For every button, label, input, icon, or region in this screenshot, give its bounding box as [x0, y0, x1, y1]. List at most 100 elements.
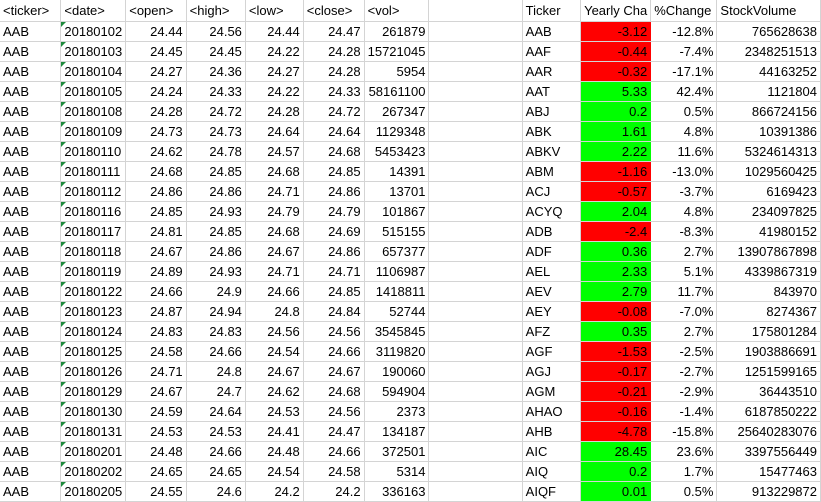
cell-high[interactable]: 24.85: [186, 221, 246, 242]
summary-cell-volume[interactable]: 1029560425: [716, 161, 821, 182]
cell-high[interactable]: 24.65: [186, 461, 246, 482]
cell-ticker[interactable]: AAB: [0, 161, 62, 182]
cell-close[interactable]: 24.66: [303, 341, 365, 362]
summary-cell-ticker[interactable]: AEL: [522, 261, 582, 282]
summary-cell-pct[interactable]: 1.7%: [650, 461, 718, 482]
summary-cell-volume[interactable]: 2348251513: [716, 41, 821, 62]
cell-vol[interactable]: 3119820: [364, 341, 430, 362]
summary-cell-volume[interactable]: 15477463: [716, 461, 821, 482]
summary-cell-volume[interactable]: 6169423: [716, 181, 821, 202]
cell-ticker[interactable]: AAB: [0, 381, 62, 402]
summary-cell-change[interactable]: 2.33: [580, 261, 652, 282]
cell-date[interactable]: 20180116: [60, 201, 127, 222]
cell-date[interactable]: 20180118: [60, 241, 127, 262]
cell-vol[interactable]: 1106987: [364, 261, 430, 282]
cell-low[interactable]: 24.71: [245, 261, 304, 282]
summary-header-change[interactable]: Yearly Cha: [580, 0, 652, 22]
cell-ticker[interactable]: AAB: [0, 41, 62, 62]
summary-cell-pct[interactable]: -1.4%: [650, 401, 718, 422]
summary-cell-volume[interactable]: 25640283076: [716, 421, 821, 442]
column-header-vol[interactable]: <vol>: [364, 0, 430, 22]
summary-cell-volume[interactable]: 175801284: [716, 321, 821, 342]
summary-cell-ticker[interactable]: AGJ: [522, 361, 582, 382]
cell-vol[interactable]: 372501: [364, 441, 430, 462]
cell-date[interactable]: 20180131: [60, 421, 127, 442]
cell-low[interactable]: 24.22: [245, 81, 304, 102]
summary-cell-ticker[interactable]: AIQF: [522, 481, 582, 502]
cell-open[interactable]: 24.66: [125, 281, 187, 302]
cell-close[interactable]: 24.64: [303, 121, 365, 142]
cell-high[interactable]: 24.86: [186, 181, 246, 202]
summary-cell-volume[interactable]: 866724156: [716, 101, 821, 122]
column-header-high[interactable]: <high>: [186, 0, 246, 22]
cell-vol[interactable]: 594904: [364, 381, 430, 402]
cell-high[interactable]: 24.93: [186, 201, 246, 222]
cell-ticker[interactable]: AAB: [0, 201, 62, 222]
summary-cell-volume[interactable]: 1903886691: [716, 341, 821, 362]
summary-cell-change[interactable]: -0.17: [580, 361, 652, 382]
summary-cell-pct[interactable]: 2.7%: [650, 321, 718, 342]
cell-open[interactable]: 24.67: [125, 241, 187, 262]
summary-cell-volume[interactable]: 5324614313: [716, 141, 821, 162]
empty-cell[interactable]: [428, 121, 523, 142]
cell-close[interactable]: 24.85: [303, 281, 365, 302]
summary-cell-volume[interactable]: 8274367: [716, 301, 821, 322]
empty-cell[interactable]: [428, 101, 523, 122]
cell-low[interactable]: 24.28: [245, 101, 304, 122]
summary-cell-volume[interactable]: 6187850222: [716, 401, 821, 422]
cell-vol[interactable]: 15721045: [364, 41, 430, 62]
cell-high[interactable]: 24.45: [186, 41, 246, 62]
cell-high[interactable]: 24.33: [186, 81, 246, 102]
empty-cell[interactable]: [428, 281, 523, 302]
summary-cell-pct[interactable]: -17.1%: [650, 61, 718, 82]
summary-cell-change[interactable]: 0.01: [580, 481, 652, 502]
cell-vol[interactable]: 261879: [364, 21, 430, 42]
cell-vol[interactable]: 1418811: [364, 281, 430, 302]
summary-cell-change[interactable]: 0.36: [580, 241, 652, 262]
cell-date[interactable]: 20180119: [60, 261, 127, 282]
cell-close[interactable]: 24.47: [303, 21, 365, 42]
empty-cell[interactable]: [428, 361, 523, 382]
summary-cell-ticker[interactable]: AAT: [522, 81, 582, 102]
summary-cell-pct[interactable]: -2.9%: [650, 381, 718, 402]
cell-vol[interactable]: 5453423: [364, 141, 430, 162]
summary-cell-volume[interactable]: 913229872: [716, 481, 821, 502]
cell-low[interactable]: 24.66: [245, 281, 304, 302]
summary-cell-volume[interactable]: 10391386: [716, 121, 821, 142]
summary-cell-ticker[interactable]: ACYQ: [522, 201, 582, 222]
cell-ticker[interactable]: AAB: [0, 281, 62, 302]
cell-close[interactable]: 24.66: [303, 441, 365, 462]
cell-open[interactable]: 24.59: [125, 401, 187, 422]
cell-high[interactable]: 24.66: [186, 441, 246, 462]
summary-cell-ticker[interactable]: ADF: [522, 241, 582, 262]
cell-ticker[interactable]: AAB: [0, 121, 62, 142]
empty-cell[interactable]: [428, 421, 523, 442]
cell-low[interactable]: 24.71: [245, 181, 304, 202]
summary-cell-change[interactable]: 28.45: [580, 441, 652, 462]
cell-high[interactable]: 24.93: [186, 261, 246, 282]
cell-open[interactable]: 24.28: [125, 101, 187, 122]
cell-open[interactable]: 24.71: [125, 361, 187, 382]
summary-cell-volume[interactable]: 36443510: [716, 381, 821, 402]
cell-date[interactable]: 20180117: [60, 221, 127, 242]
summary-cell-ticker[interactable]: AIQ: [522, 461, 582, 482]
summary-cell-change[interactable]: 1.61: [580, 121, 652, 142]
cell-date[interactable]: 20180109: [60, 121, 127, 142]
cell-high[interactable]: 24.36: [186, 61, 246, 82]
summary-cell-pct[interactable]: 4.8%: [650, 201, 718, 222]
cell-close[interactable]: 24.28: [303, 41, 365, 62]
summary-cell-change[interactable]: 0.2: [580, 101, 652, 122]
summary-cell-pct[interactable]: -2.7%: [650, 361, 718, 382]
cell-date[interactable]: 20180202: [60, 461, 127, 482]
summary-cell-pct[interactable]: -8.3%: [650, 221, 718, 242]
cell-vol[interactable]: 2373: [364, 401, 430, 422]
summary-cell-pct[interactable]: 23.6%: [650, 441, 718, 462]
cell-low[interactable]: 24.54: [245, 341, 304, 362]
empty-cell[interactable]: [428, 61, 523, 82]
cell-close[interactable]: 24.67: [303, 361, 365, 382]
summary-cell-volume[interactable]: 4339867319: [716, 261, 821, 282]
cell-low[interactable]: 24.22: [245, 41, 304, 62]
summary-cell-change[interactable]: -4.78: [580, 421, 652, 442]
cell-ticker[interactable]: AAB: [0, 341, 62, 362]
cell-date[interactable]: 20180126: [60, 361, 127, 382]
